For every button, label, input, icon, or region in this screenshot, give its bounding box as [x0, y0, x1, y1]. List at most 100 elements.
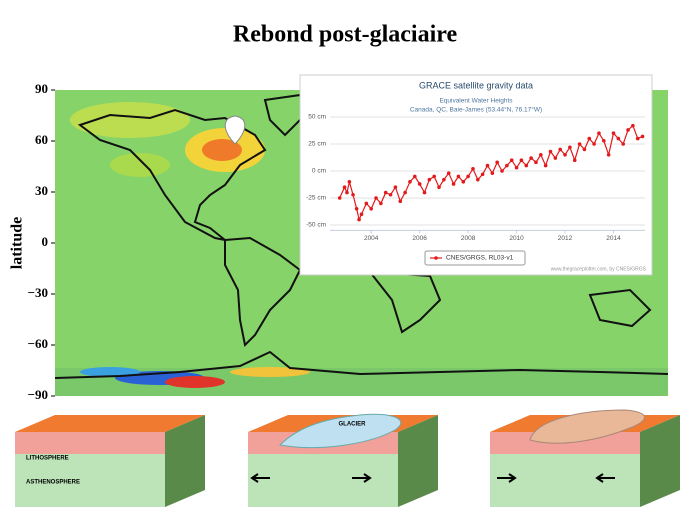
y-axis-label: latitude	[9, 217, 26, 269]
data-point	[345, 190, 349, 195]
side-face	[398, 415, 438, 507]
data-point	[446, 171, 451, 175]
data-point	[543, 163, 548, 168]
anomaly	[70, 102, 190, 138]
lithosphere	[15, 432, 165, 454]
y-tick-label: 0	[42, 234, 49, 249]
data-point	[606, 153, 611, 157]
africa	[367, 270, 442, 334]
y-tick-label: −90	[28, 387, 48, 402]
data-point	[427, 177, 432, 182]
data-point	[393, 185, 398, 189]
y-tick-label: 0 cm	[312, 168, 326, 175]
data-point	[485, 163, 490, 168]
glacier	[278, 413, 402, 449]
location-pin	[224, 115, 246, 145]
y-tick-label: 50 cm	[308, 114, 326, 121]
data-point	[602, 138, 606, 143]
data-point	[379, 201, 383, 206]
legend-marker	[434, 256, 438, 260]
data-point	[364, 201, 369, 206]
data-point	[621, 142, 625, 146]
data-point	[524, 163, 529, 168]
data-point	[558, 147, 562, 152]
chart-credit: www.thegraceplotter.com, by CNES/GRGS	[551, 266, 647, 272]
data-point	[635, 136, 640, 141]
data-point	[577, 142, 582, 146]
data-point	[480, 172, 485, 177]
diagram: LITHOSPHERE ASTHENOSPHERE GLACIER	[15, 409, 680, 507]
y-tick-label: 25 cm	[308, 141, 326, 148]
data-point	[509, 158, 514, 162]
chart-subtitle: Equivalent Water Heights	[439, 98, 513, 105]
data-point	[611, 131, 616, 135]
block-1: LITHOSPHERE ASTHENOSPHERE	[15, 415, 205, 507]
anomaly	[110, 153, 170, 177]
data-point	[351, 192, 355, 197]
top-face	[15, 415, 205, 432]
data-point	[616, 136, 621, 141]
block-2: GLACIER	[248, 413, 438, 507]
y-tick-label: 90	[35, 81, 48, 96]
data-point	[500, 169, 504, 173]
x-tick-label: 2010	[509, 235, 524, 242]
greenland	[263, 93, 307, 137]
data-point	[388, 192, 393, 197]
data-point	[337, 196, 342, 200]
data-point	[471, 167, 475, 171]
side-face	[640, 415, 680, 507]
asthenosphere-label: ASTHENOSPHERE	[26, 480, 80, 486]
data-point	[505, 163, 509, 168]
arrow	[250, 473, 270, 483]
data-point	[369, 207, 373, 211]
y-tick-label: −30	[28, 285, 48, 300]
x-tick-label: 2008	[461, 235, 476, 242]
data-point	[640, 134, 645, 139]
australia	[588, 288, 652, 328]
x-tick-label: 2006	[412, 235, 427, 242]
chart-location: Canada, QC, Baie-James (53.44°N, 76.17°W…	[410, 106, 542, 114]
data-point	[592, 142, 596, 146]
data-point	[626, 128, 630, 132]
data-point	[354, 207, 359, 211]
data-point	[529, 156, 533, 160]
data-point	[398, 199, 403, 204]
legend-box	[424, 250, 526, 266]
glacier-label: GLACIER	[339, 422, 367, 428]
data-point	[413, 174, 417, 179]
data-point	[461, 180, 466, 184]
asthenosphere	[490, 454, 640, 507]
data-point	[374, 196, 378, 200]
y-tick-label: 60	[35, 132, 48, 147]
anomaly	[165, 376, 225, 388]
arrow	[595, 473, 615, 483]
data-point	[432, 174, 436, 179]
data-point	[534, 160, 538, 165]
anomaly	[230, 367, 310, 377]
data-point	[442, 177, 446, 182]
data-point	[587, 136, 592, 141]
antarctica	[54, 350, 669, 379]
arrow	[352, 473, 372, 483]
anomaly	[202, 139, 242, 161]
block-3	[490, 409, 680, 507]
data-point	[563, 153, 567, 157]
data-point	[631, 123, 635, 128]
data-point	[548, 149, 553, 154]
asthenosphere	[248, 454, 398, 507]
y-tick-label: −60	[28, 336, 48, 351]
y-tick-label: -50 cm	[306, 222, 326, 229]
data-point	[553, 156, 558, 160]
arrow	[497, 473, 517, 483]
data-point	[456, 174, 461, 179]
south-america	[224, 236, 302, 348]
data-point	[582, 147, 587, 152]
x-tick-label: 2004	[364, 235, 379, 242]
data-point	[539, 153, 543, 157]
anomaly	[80, 367, 140, 377]
data-point	[347, 180, 352, 184]
data-point	[568, 145, 572, 150]
y-tick-label: 30	[35, 183, 48, 198]
x-tick-label: 2012	[558, 235, 573, 242]
